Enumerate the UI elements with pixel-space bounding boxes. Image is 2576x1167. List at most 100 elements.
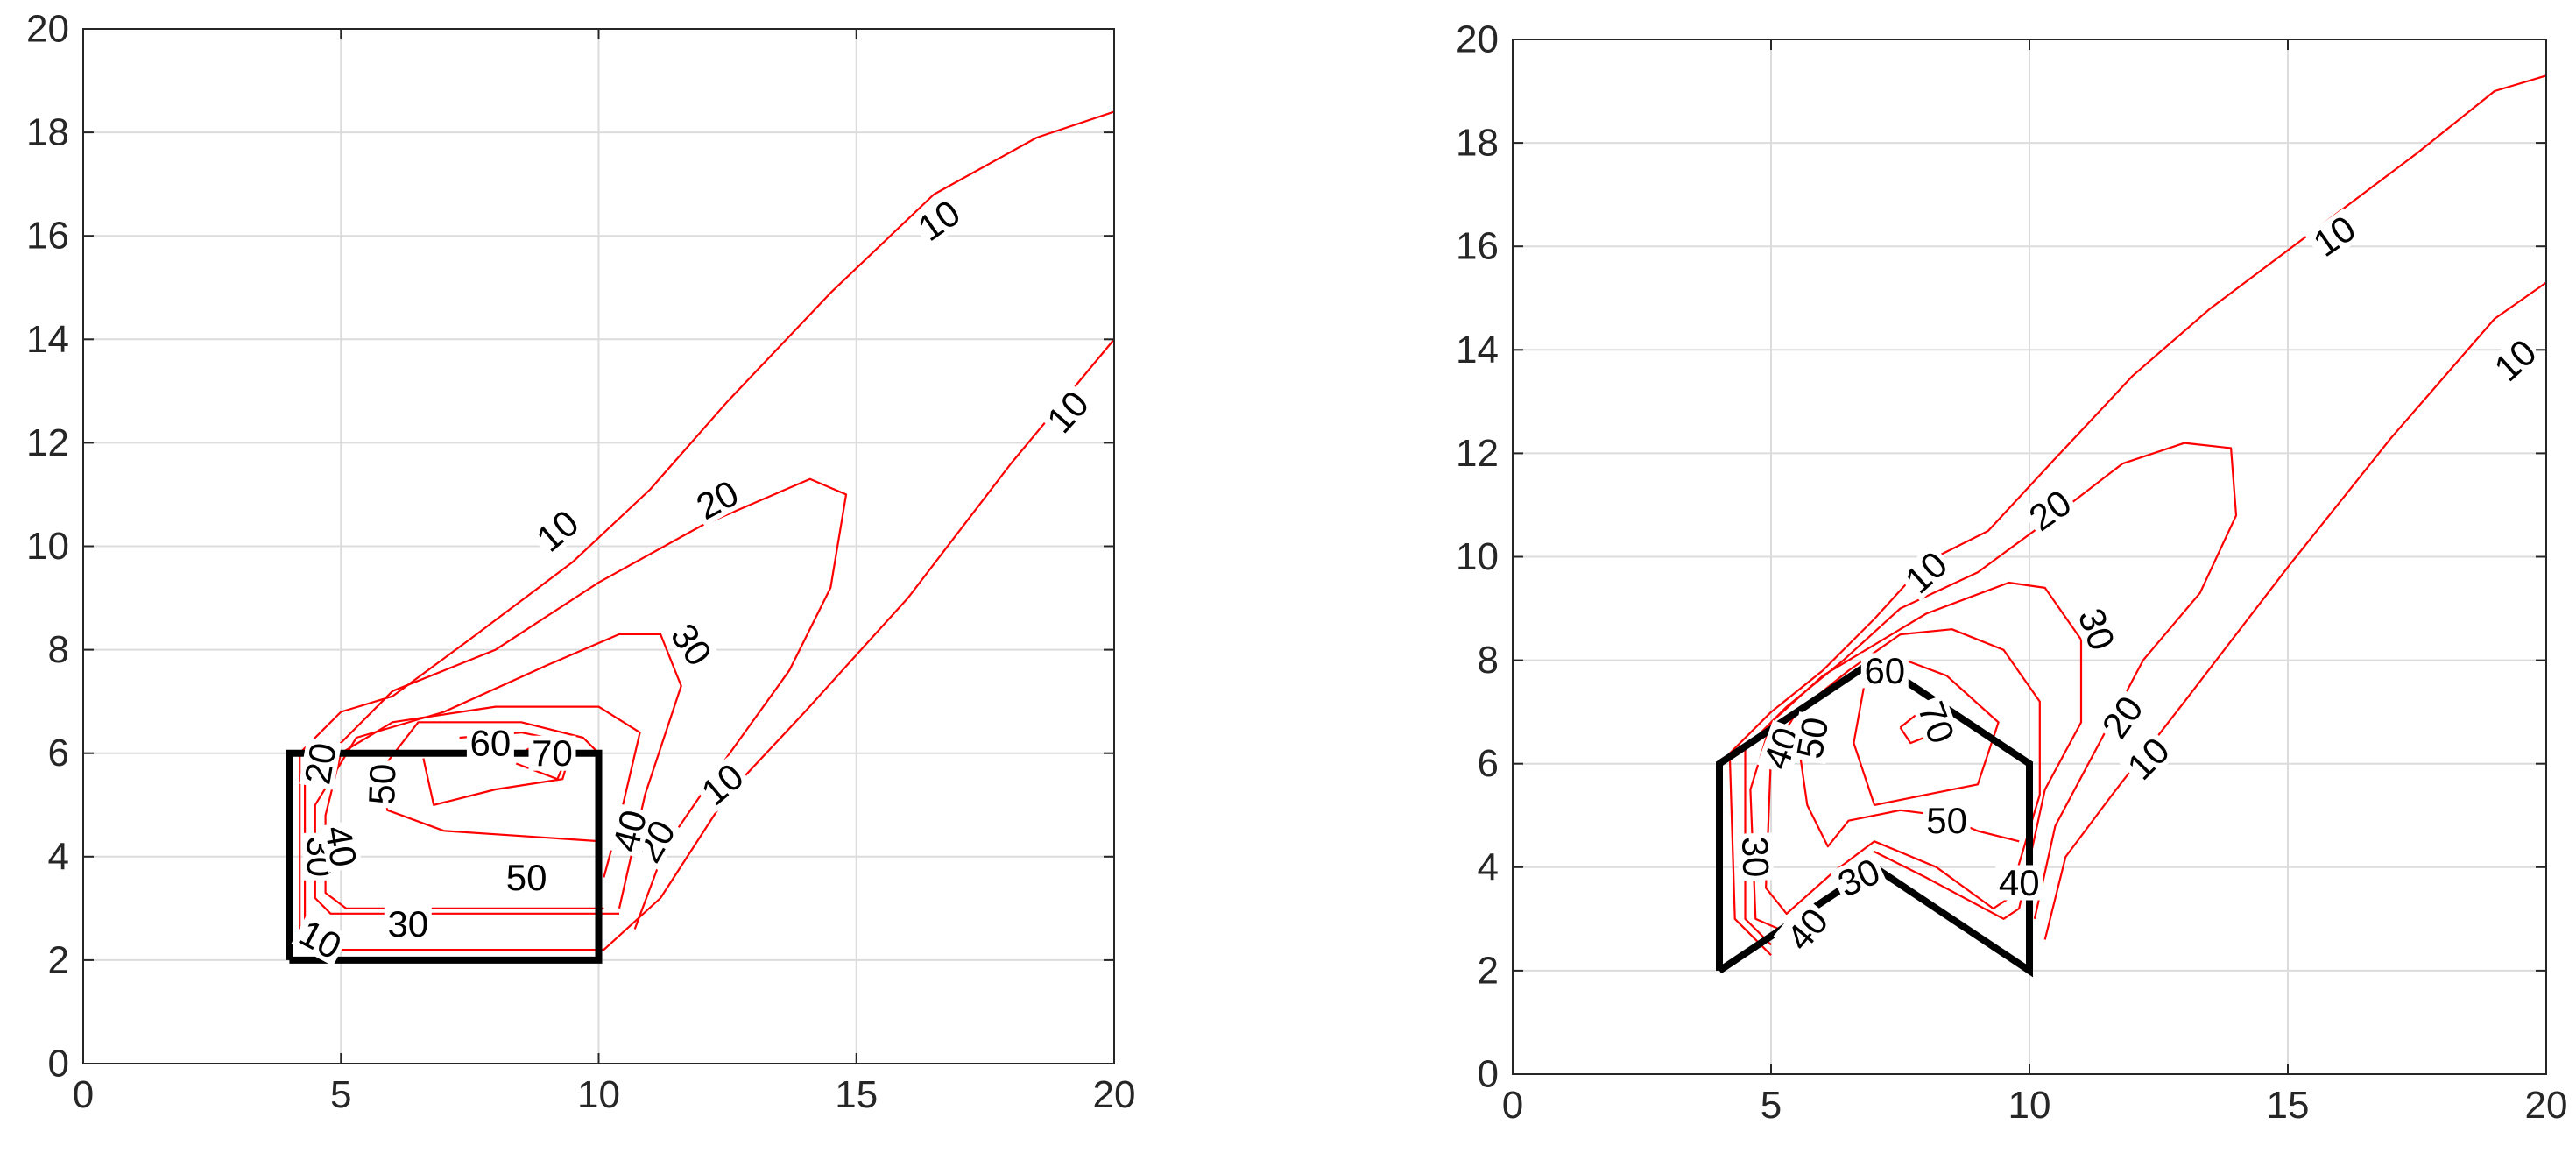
- left-contour-label-halo-5: [688, 473, 747, 527]
- right-contour-label-halo-2: [1896, 543, 1956, 602]
- right-y-tick-label-5: 10: [1456, 535, 1499, 578]
- right-contour-line-60-6: [1853, 659, 2000, 806]
- left-x-tick-label-0: 0: [73, 1073, 94, 1116]
- left-x-tick-label-1: 5: [330, 1073, 351, 1116]
- right-y-tick-label-1: 2: [1478, 949, 1499, 992]
- left-contour-line-50-5: [381, 721, 600, 843]
- right-contour-label-group-9: 30: [1830, 850, 1888, 905]
- left-contour-label-group-11: 40: [604, 803, 655, 859]
- left-contour-label-group-10: 30: [384, 903, 432, 944]
- right-contour-line-50-5: [1796, 732, 2020, 848]
- left-x-tick-label-3: 15: [835, 1073, 878, 1116]
- right-contour-label-group-12: 40: [1778, 900, 1836, 959]
- left-contour-label-halo-8: [663, 615, 720, 675]
- left-contour-label-1: 10: [528, 502, 586, 560]
- right-y-tick-label-2: 4: [1478, 845, 1499, 888]
- right-contour-label-halo-1: [2486, 331, 2545, 390]
- right-contour-label-halo-11: [1995, 865, 2043, 901]
- left-contour-label-8: 30: [663, 616, 720, 673]
- right-contour-label-group-15: 60: [1860, 650, 1909, 691]
- left-contour-line-40-4: [324, 705, 641, 909]
- right-contour-label-0: 10: [2305, 208, 2362, 265]
- right-contour-label-group-8: 30: [1734, 832, 1777, 881]
- left-y-tick-label-5: 10: [26, 525, 69, 568]
- left-x-tick-label-2: 10: [577, 1073, 620, 1116]
- right-contour-label-group-1: 10: [2486, 331, 2545, 390]
- left-contour-label-group-0: 10: [909, 192, 969, 249]
- right-contour-label-15: 60: [1864, 650, 1905, 691]
- right-x-tick-label-3: 15: [2267, 1084, 2310, 1127]
- left-contour-label-group-15: 60: [466, 722, 514, 763]
- right-contour-label-halo-12: [1778, 900, 1836, 959]
- right-contour-label-group-13: 50: [1789, 711, 1836, 765]
- left-y-tick-label-3: 6: [48, 732, 69, 774]
- left-contour-label-halo-7: [299, 737, 342, 790]
- left-y-tick-label-9: 18: [26, 111, 69, 154]
- right-contour-plot: 1010101020202030303040404050506070051015…: [1456, 18, 2567, 1128]
- left-contour-line-10-0: [314, 338, 1115, 951]
- right-contour-label-group-16: 70: [1910, 694, 1963, 751]
- right-contour-line-10-1: [1728, 74, 2547, 956]
- left-contour-label-halo-11: [606, 803, 653, 859]
- right-contour-label-halo-5: [2094, 688, 2151, 747]
- left-contour-label-0: 10: [910, 192, 967, 249]
- left-contour-label-halo-0: [909, 192, 969, 249]
- left-contour-line-30-3: [314, 633, 682, 915]
- right-y-tick-label-8: 16: [1456, 225, 1499, 268]
- left-contour-label-10: 30: [387, 903, 428, 944]
- left-contour-line-20-2: [304, 477, 848, 930]
- left-contour-label-group-2: 10: [1039, 382, 1097, 442]
- left-contour-label-halo-15: [466, 725, 514, 760]
- left-contour-label-halo-1: [527, 502, 587, 560]
- left-y-tick-label-10: 20: [26, 8, 69, 51]
- right-contour-label-halo-16: [1911, 694, 1961, 751]
- right-contour-label-halo-13: [1790, 711, 1834, 765]
- left-contour-label-halo-13: [363, 760, 401, 809]
- left-building-outline: [286, 749, 603, 964]
- left-contour-label-7: 20: [297, 739, 344, 787]
- right-contour-label-12: 40: [1778, 901, 1836, 958]
- right-contour-label-group-14: 50: [1923, 800, 1971, 841]
- left-contour-label-group-1: 10: [527, 502, 587, 560]
- right-contour-label-13: 50: [1789, 714, 1836, 761]
- left-y-tick-label-6: 12: [26, 421, 69, 464]
- left-contour-label-halo-2: [1039, 382, 1097, 442]
- left-contour-label-2: 10: [1039, 383, 1097, 441]
- left-contour-label-12: 40: [317, 823, 364, 870]
- left-contour-label-group-7: 20: [297, 737, 344, 790]
- left-contour-line-10-1: [299, 110, 1115, 951]
- left-y-tick-label-0: 0: [48, 1043, 69, 1086]
- right-x-tick-label-0: 0: [1502, 1084, 1523, 1127]
- right-contour-label-halo-3: [2119, 729, 2177, 789]
- left-contour-line-60-6: [422, 732, 575, 806]
- left-contour-label-group-8: 30: [663, 615, 720, 675]
- right-contour-label-group-11: 40: [1995, 862, 2043, 903]
- right-contour-label-14: 50: [1926, 800, 1967, 841]
- right-x-tick-label-4: 20: [2525, 1084, 2568, 1127]
- right-x-tick-label-1: 5: [1761, 1084, 1782, 1127]
- right-y-tick-label-6: 12: [1456, 432, 1499, 475]
- right-contour-line-30-3: [1749, 581, 2083, 936]
- right-contour-label-halo-4: [2021, 482, 2080, 539]
- left-y-tick-label-7: 14: [26, 318, 69, 361]
- left-contour-label-group-14: 50: [503, 857, 551, 898]
- right-contour-label-halo-8: [1737, 832, 1775, 881]
- right-contour-line-10-0: [2043, 281, 2547, 940]
- left-contour-label-15: 60: [470, 722, 512, 763]
- left-contour-label-group-13: 50: [361, 760, 404, 809]
- left-contour-label-group-12: 40: [317, 819, 364, 873]
- right-y-tick-label-3: 6: [1478, 742, 1499, 785]
- right-contour-label-halo-9: [1830, 852, 1888, 904]
- right-contour-label-halo-15: [1860, 653, 1909, 689]
- right-contour-label-8: 30: [1734, 836, 1777, 878]
- left-y-tick-label-8: 16: [26, 215, 69, 258]
- left-y-tick-label-1: 2: [48, 938, 69, 981]
- left-contour-label-group-3: 10: [693, 755, 752, 813]
- right-contour-label-group-0: 10: [2304, 208, 2364, 265]
- right-contour-label-1: 10: [2487, 331, 2544, 389]
- left-contour-label-group-16: 70: [528, 732, 576, 774]
- left-contour-label-13: 50: [361, 763, 404, 805]
- right-y-tick-label-9: 18: [1456, 122, 1499, 165]
